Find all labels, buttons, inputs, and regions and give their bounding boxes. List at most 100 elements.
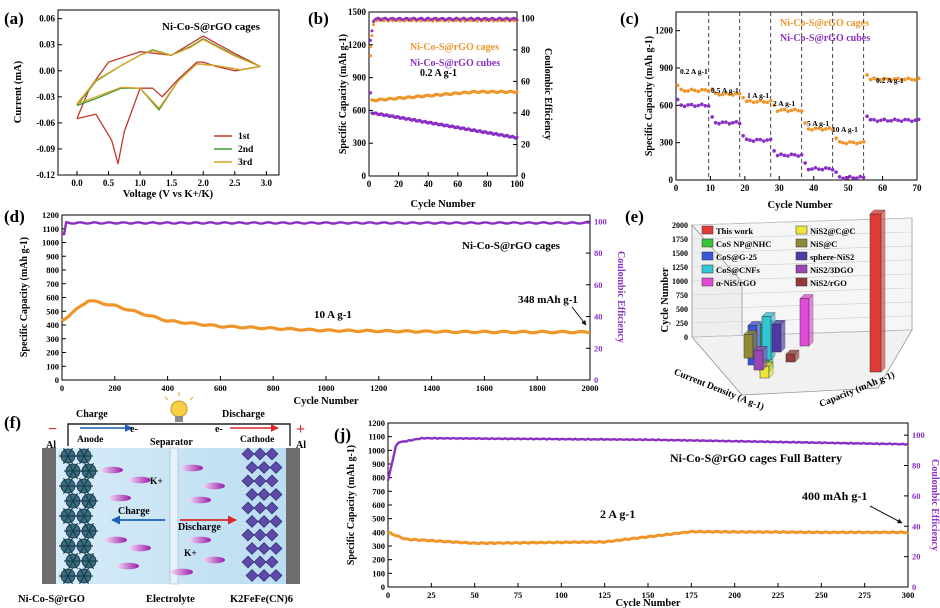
al-left-label: Al (46, 440, 56, 451)
cages-ce-point (447, 19, 451, 23)
y-tick-label: 300 (660, 138, 674, 148)
k-ion (203, 482, 225, 490)
y-tick-label: 0.00 (39, 66, 55, 76)
cages-rate-point (789, 108, 794, 113)
panel-a-xlabel: Voltage (V vs K+/K) (123, 189, 214, 200)
cages-rate-point (913, 78, 918, 82)
anode-spike (88, 470, 95, 480)
anode-spike (62, 545, 69, 555)
anode-spike (67, 575, 74, 585)
legend-swatch-CoS@G-25 (701, 251, 714, 261)
cubes-rate-point (820, 167, 825, 172)
cages-ce-point (368, 45, 372, 49)
panel-e-zlabel: Cycle Number (660, 267, 671, 332)
x-tick-label: 40 (424, 179, 434, 189)
x-tick-label: 300 (902, 590, 915, 600)
y-tick-label: 1200 (348, 40, 367, 50)
bulb-icon (164, 392, 194, 422)
cubes-rate-point (851, 176, 856, 180)
x-tick-label: 400 (161, 383, 174, 393)
cages-rate-point (731, 93, 735, 97)
plus-sign: + (296, 421, 305, 438)
bar-side (768, 361, 774, 379)
cubes-rate-point (786, 154, 790, 158)
panel-j-arrow (869, 505, 903, 524)
legend-label-NiS@C: NiS@C (810, 239, 837, 249)
legend-label-2nd: 2nd (238, 145, 254, 155)
bar-side (762, 345, 768, 371)
cubes-rate-point (844, 175, 849, 180)
z-tick-label: 1750 (672, 235, 688, 244)
y-tick-label: 100 (372, 568, 385, 578)
cubes-rate-point (789, 152, 794, 157)
bar-side (780, 319, 786, 353)
cages-rate-point (889, 78, 893, 82)
anode-spike (67, 447, 74, 457)
external-circuit (67, 423, 291, 446)
bottom-anode-material: Ni-Co-S@rGO (18, 594, 85, 605)
panel-d-label: (d) (4, 207, 25, 226)
cubes-rate-point (872, 117, 876, 122)
legend-label-α-NiS/rGO: α-NiS/rGO (716, 278, 757, 288)
cubes-rate-point (865, 114, 869, 119)
panel-c-legend-cubes: Ni-Co-S@rGO cubes (780, 33, 870, 44)
anode-spike (62, 537, 69, 547)
anode-spike (67, 522, 74, 532)
y-tick-label: 100 (46, 361, 59, 371)
anode-spike (83, 552, 90, 562)
x-tick-label: 50 (844, 183, 854, 193)
x-tick-label: 80 (483, 179, 493, 189)
cubes-rate-point (817, 167, 821, 171)
cages-rate-point (820, 128, 825, 132)
panel-a-ylabel: Current (mA) (13, 60, 24, 123)
cubes-rate-point (885, 119, 890, 123)
cathode-crystal (253, 474, 267, 488)
cages-rate-point (703, 88, 708, 92)
cubes-rate-point (737, 121, 742, 126)
legend-swatch-CoS NP@NHC (701, 238, 714, 248)
anode-spike (67, 507, 74, 517)
z-tick-label: 2000 (672, 221, 688, 230)
rate-label: 0.5 A g-1 (711, 86, 739, 95)
cubes-rate-point (689, 102, 694, 107)
cages-rate-point (772, 103, 776, 107)
cathode-crystal (245, 542, 259, 555)
cubes-rate-point (703, 104, 708, 108)
separator (169, 447, 179, 585)
anode-spike (83, 492, 90, 502)
cathode-crystal (269, 569, 283, 582)
cages-rate-point (700, 87, 704, 92)
cages-rate-point (775, 109, 780, 114)
cages-rate-point (744, 99, 749, 104)
y-tick-label: 600 (46, 293, 59, 303)
anode-spike (83, 537, 90, 547)
panel-d-y2label: Coulombic Efficiency (615, 251, 626, 343)
x-tick-label: 600 (214, 383, 227, 393)
cathode-crystal (257, 542, 271, 555)
anode-spike (62, 477, 69, 487)
x-tick-label: 2000 (582, 383, 599, 393)
rate-label: 5 A g-1 (807, 119, 829, 128)
cages-rate-point (854, 141, 859, 146)
cages-rate-point (720, 92, 725, 97)
bar-side (808, 293, 814, 347)
cubes-rate-point (758, 137, 763, 142)
cathode-crystal (269, 488, 283, 501)
cages-rate-point (861, 139, 866, 144)
panel-d-arrow (571, 306, 587, 326)
cubes-rate-point (903, 117, 907, 122)
x-tick-label: 250 (815, 590, 828, 600)
cages-rate-point (806, 127, 811, 131)
anode-spike (78, 507, 85, 517)
y2-tick-label: 60 (912, 491, 921, 501)
x-tick-label: 100 (555, 590, 568, 600)
bar-α-NiS/rGO (799, 298, 810, 347)
y2-tick-label: 80 (521, 45, 531, 55)
x-tick-label: 800 (267, 383, 280, 393)
cubes-rate-point (892, 117, 897, 122)
cages-rate-point (841, 140, 845, 145)
x-tick-label: 75 (514, 590, 523, 600)
cathode-crystal (257, 461, 271, 474)
x-tick-label: 70 (913, 183, 923, 193)
cages-rate-point (865, 73, 869, 77)
